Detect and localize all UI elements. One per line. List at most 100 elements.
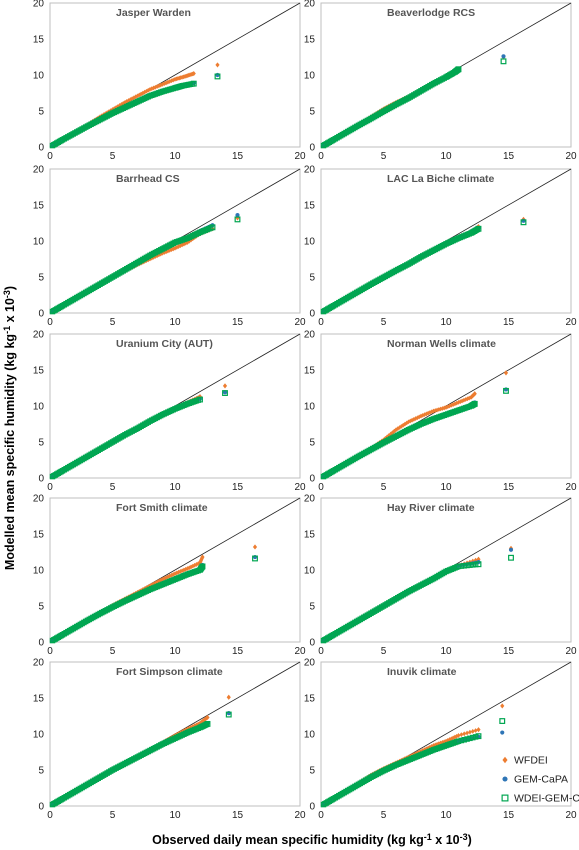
data-point (235, 213, 240, 218)
x-tick-label: 0 (47, 810, 53, 821)
legend-item-wfdei: WFDEI (502, 755, 548, 767)
x-tick-label: 10 (440, 810, 452, 821)
y-tick-label: 5 (38, 273, 44, 284)
y-tick-label: 20 (33, 330, 45, 341)
x-tick-label: 0 (47, 482, 53, 493)
data-point (445, 404, 450, 410)
data-point (171, 77, 176, 83)
x-axis-label: Observed daily mean specific humidity (k… (152, 832, 472, 847)
data-point (467, 562, 473, 568)
data-point (234, 216, 241, 223)
y-tick-label: 15 (33, 530, 45, 541)
y-tick-label: 10 (304, 566, 316, 577)
y-tick-label: 20 (33, 658, 45, 669)
legend-item-gem-capa: GEM-CaPA (502, 774, 568, 786)
data-point (151, 85, 156, 91)
data-point (197, 396, 203, 403)
data-point (476, 727, 481, 733)
data-point (475, 561, 482, 568)
data-point (475, 225, 482, 232)
x-tick-label: 0 (318, 151, 324, 162)
data-point (394, 427, 398, 433)
x-tick-label: 0 (318, 810, 324, 821)
y-tick-label: 20 (304, 165, 316, 176)
x-tick-label: 10 (440, 317, 452, 328)
series-wdei-gem-capa (49, 711, 232, 808)
data-point (458, 399, 463, 405)
data-point (415, 415, 420, 421)
series-wdei-gem-capa (49, 390, 228, 480)
data-point (191, 70, 196, 77)
data-point (456, 400, 461, 405)
panel-norman-wells-climate: 0 5 10 15 20 0 5 10 15 20 Norman Wells climate (304, 330, 577, 494)
data-point (406, 419, 411, 425)
data-point (157, 578, 161, 584)
data-point (413, 416, 418, 421)
y-tick-label: 10 (33, 237, 45, 248)
y-tick-label: 10 (33, 566, 45, 577)
x-tick-label: 20 (565, 482, 577, 493)
series-wdei-gem-capa (320, 219, 527, 315)
data-point (451, 735, 456, 741)
y-tick-label: 5 (309, 438, 315, 449)
data-point (133, 94, 138, 100)
data-point (121, 100, 126, 106)
data-point (194, 562, 199, 567)
data-point (470, 562, 476, 568)
data-point (169, 247, 174, 253)
x-tick-label: 20 (565, 810, 577, 821)
data-point (139, 91, 143, 97)
y-tick-label: 15 (304, 201, 316, 212)
y-tick-label: 0 (38, 802, 44, 813)
y-tick-label: 0 (309, 638, 315, 649)
data-point (225, 711, 232, 718)
data-point (419, 413, 423, 419)
y-tick-label: 5 (309, 273, 315, 284)
y-tick-label: 15 (33, 366, 45, 377)
data-point (190, 80, 197, 87)
y-tick-label: 20 (304, 658, 316, 669)
series-wdei-gem-capa (320, 58, 507, 149)
data-point (470, 728, 475, 734)
data-point (404, 420, 409, 426)
data-point (468, 729, 472, 735)
data-point (388, 431, 393, 437)
legend-marker (502, 756, 508, 764)
data-point (132, 95, 136, 101)
panel-title: Fort Simpson climate (116, 666, 223, 678)
superscript: -1 (424, 832, 432, 842)
y-tick-label: 5 (38, 107, 44, 118)
data-point (252, 555, 258, 562)
x-tick-label: 10 (169, 151, 181, 162)
data-point (462, 731, 467, 737)
y-tick-label: 5 (309, 766, 315, 777)
x-tick-label: 0 (47, 151, 53, 162)
panel-hay-river-climate: 0 5 10 15 20 0 5 10 15 20 Hay River climate (304, 494, 577, 658)
y-tick-label: 10 (304, 730, 316, 741)
y-tick-label: 10 (33, 402, 45, 413)
x-tick-label: 20 (565, 151, 577, 162)
data-point (464, 736, 470, 742)
x-tick-label: 0 (318, 482, 324, 493)
data-point (428, 410, 432, 415)
x-tick-label: 0 (47, 646, 53, 657)
y-tick-label: 0 (38, 638, 44, 649)
series-wdei-gem-capa (320, 554, 514, 644)
panel-title: Inuvik climate (387, 666, 457, 678)
x-tick-label: 15 (503, 482, 515, 493)
x-tick-label: 10 (169, 317, 181, 328)
x-tick-label: 20 (294, 646, 306, 657)
data-point (222, 383, 228, 389)
data-point (164, 80, 168, 86)
label-part: Observed daily mean specific humidity (k… (152, 833, 424, 847)
panel-beaverlodge-rcs: 0 5 10 15 20 0 5 10 15 20 Beaverlodge RCS (304, 0, 577, 162)
series-wdei-gem-capa (49, 555, 258, 644)
y-tick-label: 0 (309, 474, 315, 485)
y-tick-label: 10 (304, 71, 316, 82)
data-point (169, 78, 174, 84)
y-tick-label: 10 (33, 71, 45, 82)
legend: WFDEI GEM-CaPA WDEI-GEM-CaPA (501, 755, 579, 805)
data-point (390, 430, 395, 436)
data-point (456, 733, 461, 738)
